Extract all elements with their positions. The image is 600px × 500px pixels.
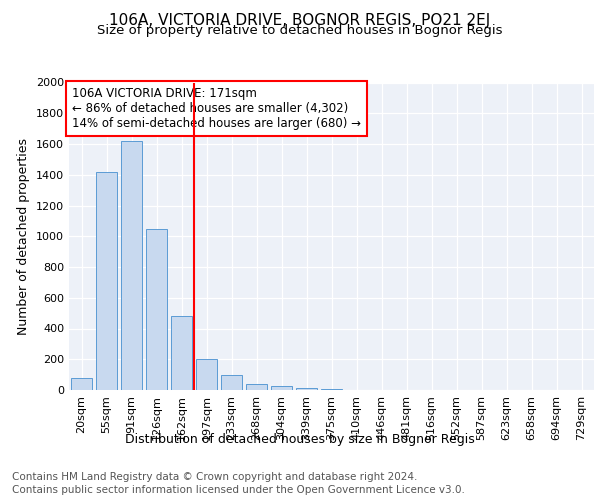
Text: Contains HM Land Registry data © Crown copyright and database right 2024.: Contains HM Land Registry data © Crown c…: [12, 472, 418, 482]
Y-axis label: Number of detached properties: Number of detached properties: [17, 138, 31, 335]
Bar: [71, 378, 92, 390]
Text: 106A, VICTORIA DRIVE, BOGNOR REGIS, PO21 2EJ: 106A, VICTORIA DRIVE, BOGNOR REGIS, PO21…: [109, 12, 491, 28]
Bar: [171, 316, 192, 390]
Text: Distribution of detached houses by size in Bognor Regis: Distribution of detached houses by size …: [125, 432, 475, 446]
Bar: [246, 384, 267, 390]
Bar: [296, 388, 317, 390]
Bar: [196, 359, 217, 390]
Text: Size of property relative to detached houses in Bognor Regis: Size of property relative to detached ho…: [97, 24, 503, 37]
Text: 106A VICTORIA DRIVE: 171sqm
← 86% of detached houses are smaller (4,302)
14% of : 106A VICTORIA DRIVE: 171sqm ← 86% of det…: [71, 87, 361, 130]
Bar: [146, 228, 167, 390]
Bar: [321, 389, 342, 390]
Bar: [221, 376, 242, 390]
Text: Contains public sector information licensed under the Open Government Licence v3: Contains public sector information licen…: [12, 485, 465, 495]
Bar: [96, 172, 117, 390]
Bar: [271, 386, 292, 390]
Bar: [121, 141, 142, 390]
